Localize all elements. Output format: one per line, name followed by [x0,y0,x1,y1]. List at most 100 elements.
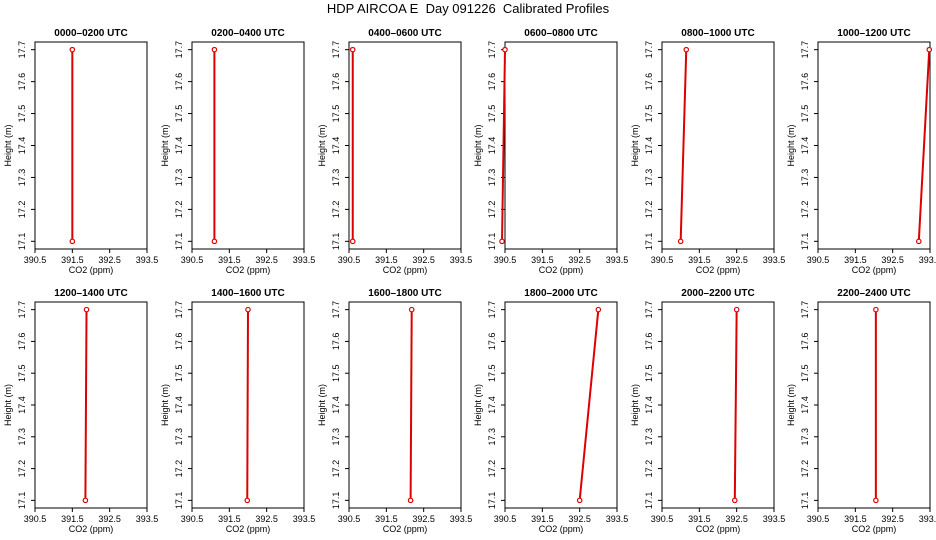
x-tick-label: 393.5 [606,514,629,524]
y-tick-label: 17.6 [174,333,184,351]
y-tick-label: 17.1 [174,492,184,510]
chart-title: 2000–2200 UTC [681,288,754,299]
profile-line [733,309,738,501]
y-tick-label: 17.2 [487,460,497,478]
y-tick-label: 17.5 [331,364,341,382]
chart-panel-11: 2000–2200 UTC 390.5 391.5 392.5 393.5 CO2 (pp… [630,288,785,534]
y-tick-label: 17.4 [800,137,810,155]
profile-point [915,238,922,245]
x-tick-label: 391.5 [844,255,867,265]
profile-point [731,497,738,504]
y-tick-label: 17.6 [487,333,497,351]
y-axis-label: Height (m) [3,384,13,426]
plot-frame [504,41,618,250]
x-tick-label: 391.5 [375,514,398,524]
plot-frame [348,301,462,509]
y-tick-label: 17.4 [17,396,27,414]
x-tick-label: 390.5 [807,255,830,265]
figure-title: HDP AIRCOA E Day 091226 Calibrated Profi… [326,1,610,16]
y-tick-label: 17.5 [17,364,27,382]
y-tick-label: 17.6 [174,73,184,91]
x-axis-label: CO2 (ppm) [539,265,584,275]
y-tick-label: 17.3 [487,169,497,187]
y-tick-label: 17.2 [800,460,810,478]
y-tick-label: 17.5 [800,105,810,123]
profile-point [245,306,251,313]
y-tick-label: 17.7 [644,41,654,59]
profile-line [679,49,688,242]
profile-point [502,46,508,53]
profile-line [246,309,249,501]
profile-point [576,497,583,504]
x-tick-label: 390.5 [494,255,517,265]
y-tick-label: 17.1 [800,492,810,510]
y-tick-label: 17.3 [331,169,341,187]
chart-title: 0800–1000 UTC [681,28,754,39]
x-axis-label: CO2 (ppm) [696,265,741,275]
plot-frame [34,301,148,509]
y-tick-label: 17.6 [800,73,810,91]
profile-point [83,306,90,313]
x-tick-label: 390.5 [338,514,361,524]
y-tick-label: 17.5 [487,364,497,382]
chart-panel-8: 1400–1600 UTC 390.5 391.5 392.5 393.5 CO2 (pp… [160,288,315,534]
y-tick-label: 17.2 [331,201,341,219]
profile-point [408,306,415,313]
y-tick-label: 17.1 [800,233,810,251]
y-tick-label: 17.2 [174,460,184,478]
y-tick-label: 17.7 [174,301,184,319]
plot-frame [34,41,148,250]
y-tick-label: 17.2 [644,201,654,219]
x-tick-label: 392.5 [98,514,121,524]
y-tick-label: 17.2 [17,460,27,478]
x-tick-label: 392.5 [725,255,748,265]
y-axis-label: Height (m) [786,384,796,426]
y-tick-label: 17.5 [644,364,654,382]
x-tick-label: 393.5 [293,514,316,524]
x-axis-label: CO2 (ppm) [69,265,114,275]
y-tick-label: 17.4 [644,396,654,414]
y-tick-label: 17.7 [174,41,184,59]
x-tick-label: 391.5 [688,514,711,524]
y-tick-label: 17.1 [644,492,654,510]
x-tick-label: 390.5 [181,255,204,265]
profile-point [873,306,879,313]
chart-panel-12: 2200–2400 UTC 390.5 391.5 392.5 393.5 CO2 (pp… [786,288,936,534]
y-tick-label: 17.3 [487,428,497,446]
chart-panel-7: 1200–1400 UTC 390.5 391.5 392.5 393.5 CO2 (pp… [3,288,158,534]
profile-line [409,309,413,501]
y-tick-label: 17.1 [487,492,497,510]
chart-title: 0200–0400 UTC [211,28,284,39]
profile-point [407,497,414,504]
y-tick-label: 17.5 [174,364,184,382]
profile-point [349,46,356,53]
y-tick-label: 17.5 [331,105,341,123]
x-tick-label: 393.5 [606,255,629,265]
x-tick-label: 390.5 [338,255,361,265]
chart-panel-10: 1800–2000 UTC 390.5 391.5 392.5 393.5 CO2 (pp… [473,288,628,534]
chart-panel-6: 1000–1200 UTC 390.5 391.5 392.5 393.5 CO2 (pp… [786,28,936,275]
y-tick-label: 17.7 [331,301,341,319]
y-tick-label: 17.3 [174,169,184,187]
profile-point [677,238,684,245]
y-axis-label: Height (m) [317,384,327,426]
profile-point [926,46,933,53]
chart-title: 1400–1600 UTC [211,288,284,299]
profile-point [873,497,879,504]
x-tick-label: 393.5 [919,514,936,524]
x-axis-label: CO2 (ppm) [852,265,897,275]
x-tick-label: 390.5 [651,255,674,265]
x-tick-label: 392.5 [725,514,748,524]
y-tick-label: 17.5 [487,105,497,123]
x-tick-label: 393.5 [293,255,316,265]
y-tick-label: 17.3 [17,428,27,446]
plot-frame [661,301,775,509]
chart-panel-9: 1600–1800 UTC 390.5 391.5 392.5 393.5 CO2 (pp… [317,288,472,534]
x-tick-label: 392.5 [881,255,904,265]
y-tick-label: 17.6 [644,73,654,91]
y-axis-label: Height (m) [630,384,640,426]
y-tick-label: 17.4 [17,137,27,155]
chart-panel-5: 0800–1000 UTC 390.5 391.5 392.5 393.5 CO2 (pp… [630,28,785,275]
profile-point [683,46,690,53]
